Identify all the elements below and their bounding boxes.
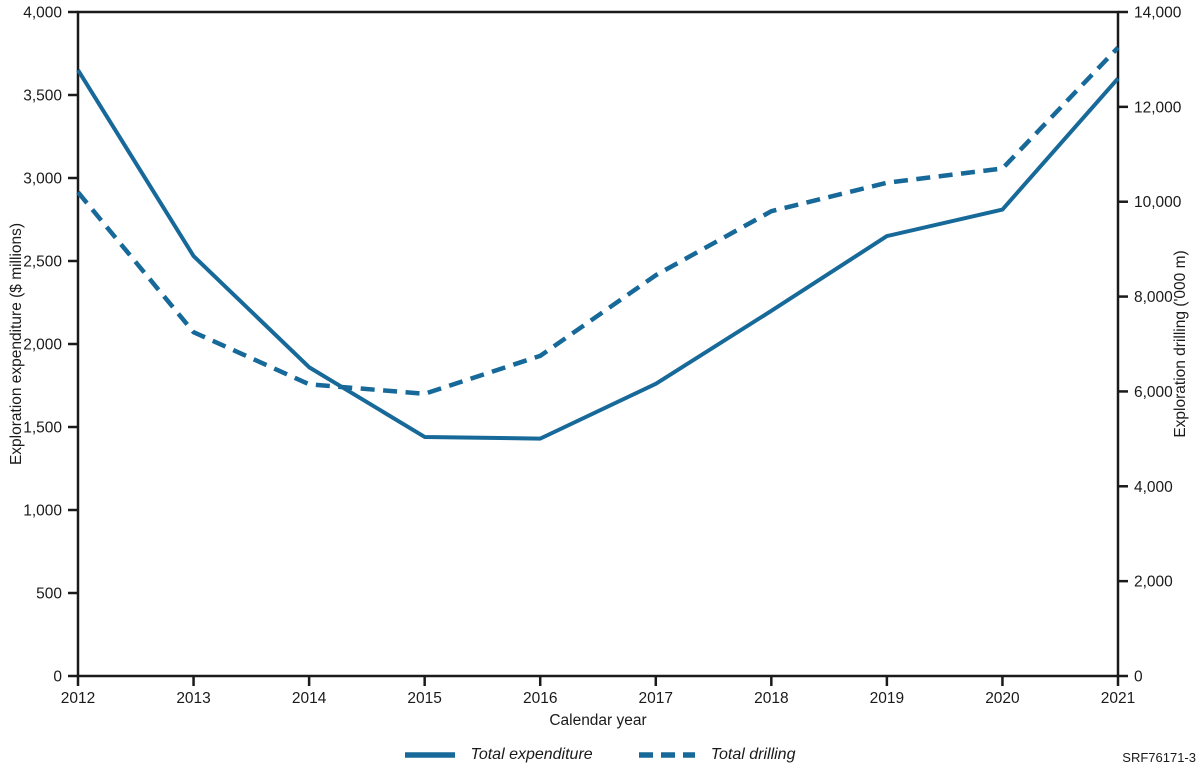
series-line-dashed bbox=[76, 46, 1120, 397]
series-line-solid bbox=[76, 69, 1120, 441]
y-right-tick-label: 14,000 bbox=[1134, 5, 1182, 22]
x-tick-label: 2021 bbox=[1101, 690, 1135, 707]
y-left-tick-label: 2,000 bbox=[23, 337, 62, 354]
y-right-tick-label: 10,000 bbox=[1134, 194, 1182, 211]
legend-label-total-drilling: Total drilling bbox=[710, 746, 796, 763]
y-left-tick-label: 0 bbox=[53, 669, 62, 686]
x-tick-label: 2019 bbox=[870, 690, 904, 707]
x-tick-label: 2013 bbox=[176, 690, 210, 707]
y-right-tick-label: 8,000 bbox=[1134, 289, 1173, 306]
y-left-tick-label: 3,500 bbox=[23, 88, 62, 105]
x-tick-label: 2014 bbox=[292, 690, 327, 707]
x-tick-label: 2012 bbox=[61, 690, 95, 707]
y-left-tick-label: 4,000 bbox=[23, 5, 62, 22]
x-tick-label: 2020 bbox=[985, 690, 1020, 707]
figure-reference: SRF76171-3 bbox=[1122, 750, 1196, 765]
y-left-tick-label: 1,500 bbox=[23, 420, 62, 437]
x-tick-label: 2018 bbox=[754, 690, 788, 707]
solid-line-swatch bbox=[404, 752, 455, 758]
y-axis-left-title: Exploration expenditure ($ millions) bbox=[8, 222, 25, 466]
y-right-tick-label: 0 bbox=[1134, 669, 1143, 686]
y-axis-right-title: Exploration drilling ('000 m) bbox=[1172, 250, 1189, 438]
x-tick-label: 2017 bbox=[639, 690, 673, 707]
y-left-tick-label: 3,000 bbox=[23, 171, 62, 188]
y-left-tick-label: 1,000 bbox=[23, 503, 62, 520]
y-left-tick-label: 500 bbox=[36, 586, 62, 603]
legend-item-total-drilling: Total drilling bbox=[638, 746, 796, 764]
y-left-tick-label: 2,500 bbox=[23, 254, 62, 271]
legend-item-total-expenditure: Total expenditure bbox=[404, 746, 593, 764]
y-right-tick-label: 2,000 bbox=[1134, 574, 1173, 591]
legend-label-total-expenditure: Total expenditure bbox=[470, 746, 593, 763]
x-tick-label: 2016 bbox=[523, 690, 557, 707]
plot-area: 0 500 1,000 1,500 2,000 2,500 3,000 3,500 4,000 0… bbox=[23, 5, 1182, 708]
y-right-tick-label: 6,000 bbox=[1134, 384, 1173, 401]
legend: Total expenditure Total drilling bbox=[0, 746, 1200, 764]
y-right-tick-label: 12,000 bbox=[1134, 99, 1182, 116]
plot-frame bbox=[76, 10, 1120, 678]
y-right-tick-label: 4,000 bbox=[1134, 479, 1173, 496]
x-tick-label: 2015 bbox=[407, 690, 441, 707]
x-axis-title: Calendar year bbox=[549, 712, 647, 729]
dashed-line-swatch bbox=[638, 752, 695, 758]
